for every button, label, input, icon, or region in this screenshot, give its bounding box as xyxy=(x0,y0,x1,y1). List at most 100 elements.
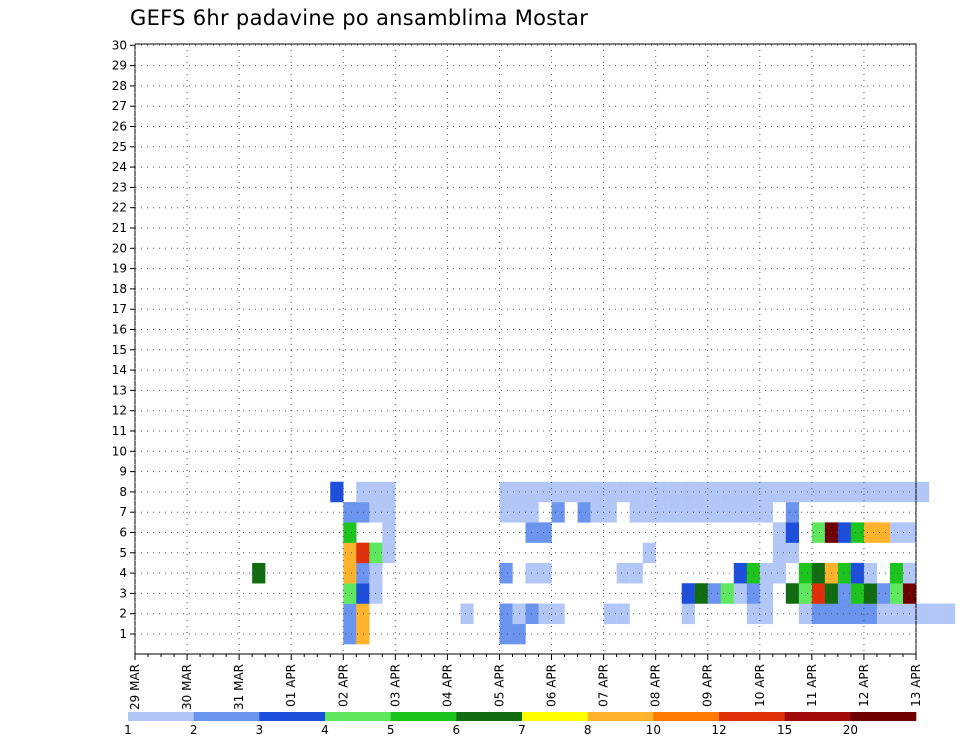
heatmap-cell xyxy=(538,522,552,543)
y-tick-label: 1 xyxy=(119,627,127,641)
heatmap-cell xyxy=(655,481,669,503)
heatmap-cell xyxy=(525,481,539,503)
y-tick-label: 12 xyxy=(112,404,127,418)
heatmap-cell xyxy=(837,522,852,543)
y-tick-label: 4 xyxy=(119,566,127,580)
heatmap-cell xyxy=(889,603,904,625)
heatmap-cell xyxy=(863,562,878,584)
heatmap-cell xyxy=(564,481,578,503)
heatmap-cell xyxy=(798,562,813,584)
heatmap-cell xyxy=(382,502,396,523)
heatmap-cell xyxy=(707,502,721,523)
heatmap-cell xyxy=(538,481,552,503)
heatmap-cell xyxy=(343,562,357,584)
y-tick-label: 17 xyxy=(112,302,127,316)
heatmap-cell xyxy=(785,583,800,604)
y-tick-label: 5 xyxy=(119,546,127,560)
heatmap-cell xyxy=(889,481,904,503)
colorbar-swatch xyxy=(259,712,326,721)
colorbar-label: 8 xyxy=(584,723,592,737)
heatmap-cell xyxy=(382,522,396,543)
heatmap-cell xyxy=(577,481,591,503)
colorbar-label: 20 xyxy=(843,723,858,737)
heatmap-cell xyxy=(798,481,813,503)
heatmap-cell xyxy=(876,583,891,604)
heatmap-cell xyxy=(837,603,852,625)
heatmap-cell xyxy=(798,603,813,625)
y-tick-label: 16 xyxy=(112,323,127,337)
heatmap-cell xyxy=(694,481,708,503)
colorbar-swatch xyxy=(325,712,391,721)
colorbar-swatch xyxy=(653,712,720,721)
heatmap-cell xyxy=(929,603,943,625)
heatmap-cell xyxy=(343,583,357,604)
colorbar-swatch xyxy=(193,712,260,721)
colorbar-label: 2 xyxy=(190,723,198,737)
heatmap-cell xyxy=(356,603,370,625)
heatmap-cell xyxy=(772,542,787,564)
heatmap-cell xyxy=(460,603,474,625)
y-tick-label: 15 xyxy=(112,343,127,357)
heatmap-cell xyxy=(681,603,695,625)
x-tick-label: 30 MAR xyxy=(180,664,194,710)
heatmap-cell xyxy=(356,481,370,503)
heatmap-cell xyxy=(681,502,695,523)
x-tick-label: 31 MAR xyxy=(232,664,246,710)
heatmap-cell xyxy=(343,603,357,625)
colorbar-swatch xyxy=(522,712,588,721)
heatmap-cell xyxy=(343,502,357,523)
heatmap-cell xyxy=(889,522,904,543)
heatmap-cell xyxy=(616,603,630,625)
y-tick-label: 14 xyxy=(112,363,127,377)
heatmap-cell xyxy=(720,502,734,523)
heatmap-cell xyxy=(642,481,656,503)
heatmap-cell xyxy=(629,502,643,523)
heatmap-cell xyxy=(733,583,747,604)
y-tick-label: 2 xyxy=(119,607,127,621)
heatmap-cell xyxy=(499,481,513,503)
heatmap-cell xyxy=(642,542,656,564)
heatmap-cell xyxy=(863,481,878,503)
colorbar-label: 4 xyxy=(321,723,329,737)
y-tick-label: 9 xyxy=(119,465,127,479)
x-tick-label: 13 APR xyxy=(909,664,923,707)
heatmap-cell xyxy=(785,502,800,523)
heatmap-cell xyxy=(837,583,852,604)
heatmap-cell xyxy=(759,481,774,503)
colorbar-swatch xyxy=(128,712,194,721)
heatmap-cell xyxy=(733,562,747,584)
y-tick-label: 7 xyxy=(119,505,127,519)
heatmap-cell xyxy=(356,623,370,645)
heatmap-cell xyxy=(616,481,630,503)
heatmap-cell xyxy=(798,583,813,604)
y-tick-label: 8 xyxy=(119,485,127,499)
heatmap-cell xyxy=(252,562,266,584)
heatmap-cell xyxy=(863,583,878,604)
x-tick-label: 07 APR xyxy=(597,664,611,707)
colorbar-label: 1 xyxy=(124,723,132,737)
heatmap-cell xyxy=(343,542,357,564)
heatmap-cell xyxy=(876,603,891,625)
heatmap-cell xyxy=(772,562,787,584)
colorbar-label: 10 xyxy=(646,723,661,737)
heatmap-cell xyxy=(942,603,956,625)
colorbar-label: 7 xyxy=(518,723,526,737)
heatmap-cell xyxy=(694,502,708,523)
colorbar-label: 12 xyxy=(711,723,726,737)
heatmap-cell xyxy=(850,603,865,625)
heatmap-cell xyxy=(707,481,721,503)
colorbar-swatch xyxy=(587,712,654,721)
x-tick-label: 03 APR xyxy=(388,664,402,707)
heatmap-cell xyxy=(525,502,539,523)
x-tick-label: 04 APR xyxy=(440,664,454,707)
y-tick-label: 18 xyxy=(112,282,127,296)
heatmap-cell xyxy=(603,481,617,503)
heatmap-cell xyxy=(837,562,852,584)
y-tick-label: 25 xyxy=(112,140,127,154)
y-tick-label: 24 xyxy=(112,160,127,174)
heatmap-cell xyxy=(850,583,865,604)
colorbar-swatch xyxy=(784,712,851,721)
heatmap-cell xyxy=(850,522,865,543)
colorbar-label: 6 xyxy=(453,723,461,737)
